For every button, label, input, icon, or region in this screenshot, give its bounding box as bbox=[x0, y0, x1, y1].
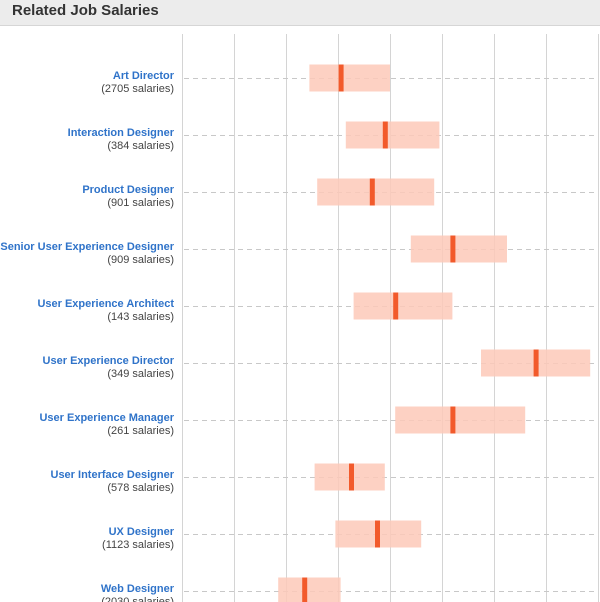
panel-header: Related Job Salaries bbox=[0, 0, 600, 26]
job-row: UX Designer (1123 salaries) bbox=[0, 526, 174, 552]
job-title-link[interactable]: Web Designer bbox=[100, 583, 174, 595]
job-title-link[interactable]: Product Designer bbox=[82, 184, 174, 196]
job-row: Web Designer (2030 salaries) bbox=[0, 583, 174, 602]
salary-count: (384 salaries) bbox=[107, 140, 174, 152]
job-title-link[interactable]: User Experience Director bbox=[42, 355, 174, 367]
chart-plot bbox=[182, 34, 599, 602]
salary-range-bar bbox=[410, 235, 507, 263]
salary-range-bar bbox=[317, 178, 435, 206]
median-marker bbox=[369, 178, 375, 206]
median-marker bbox=[393, 292, 399, 320]
job-row: User Experience Director (349 salaries) bbox=[0, 355, 174, 381]
median-marker bbox=[450, 406, 456, 434]
job-row: Senior User Experience Designer (909 sala… bbox=[0, 241, 174, 267]
salary-range-bar bbox=[345, 121, 440, 149]
salary-count: (909 salaries) bbox=[107, 254, 174, 266]
job-row: User Interface Designer (578 salaries) bbox=[0, 469, 175, 495]
job-title-link[interactable]: User Experience Architect bbox=[37, 298, 174, 310]
salary-count: (143 salaries) bbox=[107, 311, 174, 323]
job-row: Product Designer (901 salaries) bbox=[0, 184, 174, 210]
median-marker bbox=[349, 463, 354, 491]
job-title-link[interactable]: Art Director bbox=[112, 70, 174, 82]
job-title-link[interactable]: UX Designer bbox=[108, 526, 174, 538]
job-row: User Experience Architect (143 salaries) bbox=[0, 298, 174, 324]
median-marker bbox=[450, 235, 456, 263]
median-marker bbox=[302, 577, 308, 602]
median-marker bbox=[382, 121, 388, 149]
salary-count: (901 salaries) bbox=[107, 197, 174, 209]
job-title-link[interactable]: Senior User Experience Designer bbox=[0, 241, 174, 253]
salary-count: (578 salaries) bbox=[107, 482, 174, 494]
job-title-link[interactable]: User Experience Manager bbox=[39, 412, 174, 424]
salary-range-bar bbox=[278, 577, 341, 602]
job-row: User Experience Manager (261 salaries) bbox=[0, 412, 174, 438]
median-marker bbox=[375, 520, 380, 548]
job-row: Interaction Designer (384 salaries) bbox=[0, 127, 174, 153]
salary-count: (261 salaries) bbox=[107, 425, 174, 437]
median-marker bbox=[338, 64, 344, 92]
salary-count: (2705 salaries) bbox=[101, 83, 174, 95]
salary-count: (1123 salaries) bbox=[102, 539, 174, 551]
salary-range-chart: Art Director (2705 salaries) Interaction D… bbox=[0, 27, 600, 602]
panel-title: Related Job Salaries bbox=[12, 2, 159, 19]
salary-count: (349 salaries) bbox=[107, 368, 174, 380]
job-title-link[interactable]: Interaction Designer bbox=[67, 127, 174, 139]
job-title-link[interactable]: User Interface Designer bbox=[50, 469, 175, 481]
salary-count: (2030 salaries) bbox=[101, 596, 174, 602]
salary-range-bar bbox=[309, 64, 390, 92]
job-row: Art Director (2705 salaries) bbox=[0, 70, 174, 96]
salary-range-bar bbox=[395, 406, 526, 434]
salary-range-bar bbox=[353, 292, 453, 320]
median-marker bbox=[533, 349, 539, 377]
